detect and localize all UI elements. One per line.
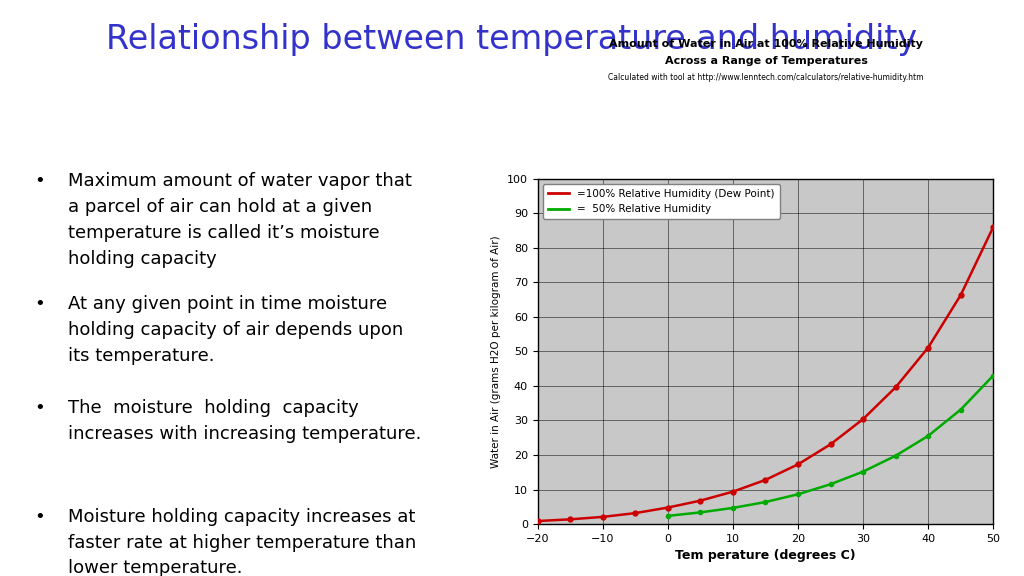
Text: •: • [35,508,45,526]
Text: At any given point in time moisture
holding capacity of air depends upon
its tem: At any given point in time moisture hold… [68,295,402,365]
Text: Calculated with tool at http://www.lenntech.com/calculators/relative-humidity.ht: Calculated with tool at http://www.lennt… [608,73,924,82]
Text: The  moisture  holding  capacity
increases with increasing temperature.: The moisture holding capacity increases … [68,399,421,443]
Text: •: • [35,399,45,417]
Text: •: • [35,295,45,313]
X-axis label: Tem perature (degrees C): Tem perature (degrees C) [675,550,856,562]
Text: Maximum amount of water vapor that
a parcel of air can hold at a given
temperatu: Maximum amount of water vapor that a par… [68,172,412,268]
Text: •: • [35,172,45,191]
Text: Moisture holding capacity increases at
faster rate at higher temperature than
lo: Moisture holding capacity increases at f… [68,508,416,576]
Legend: =100% Relative Humidity (Dew Point), =  50% Relative Humidity: =100% Relative Humidity (Dew Point), = 5… [543,184,780,219]
Text: Across a Range of Temperatures: Across a Range of Temperatures [665,56,867,66]
Y-axis label: Water in Air (grams H2O per kilogram of Air): Water in Air (grams H2O per kilogram of … [492,235,502,468]
Text: Amount of Water in Air at 100% Relative Humidity: Amount of Water in Air at 100% Relative … [609,39,923,49]
Text: Relationship between temperature and humidity: Relationship between temperature and hum… [106,23,918,56]
